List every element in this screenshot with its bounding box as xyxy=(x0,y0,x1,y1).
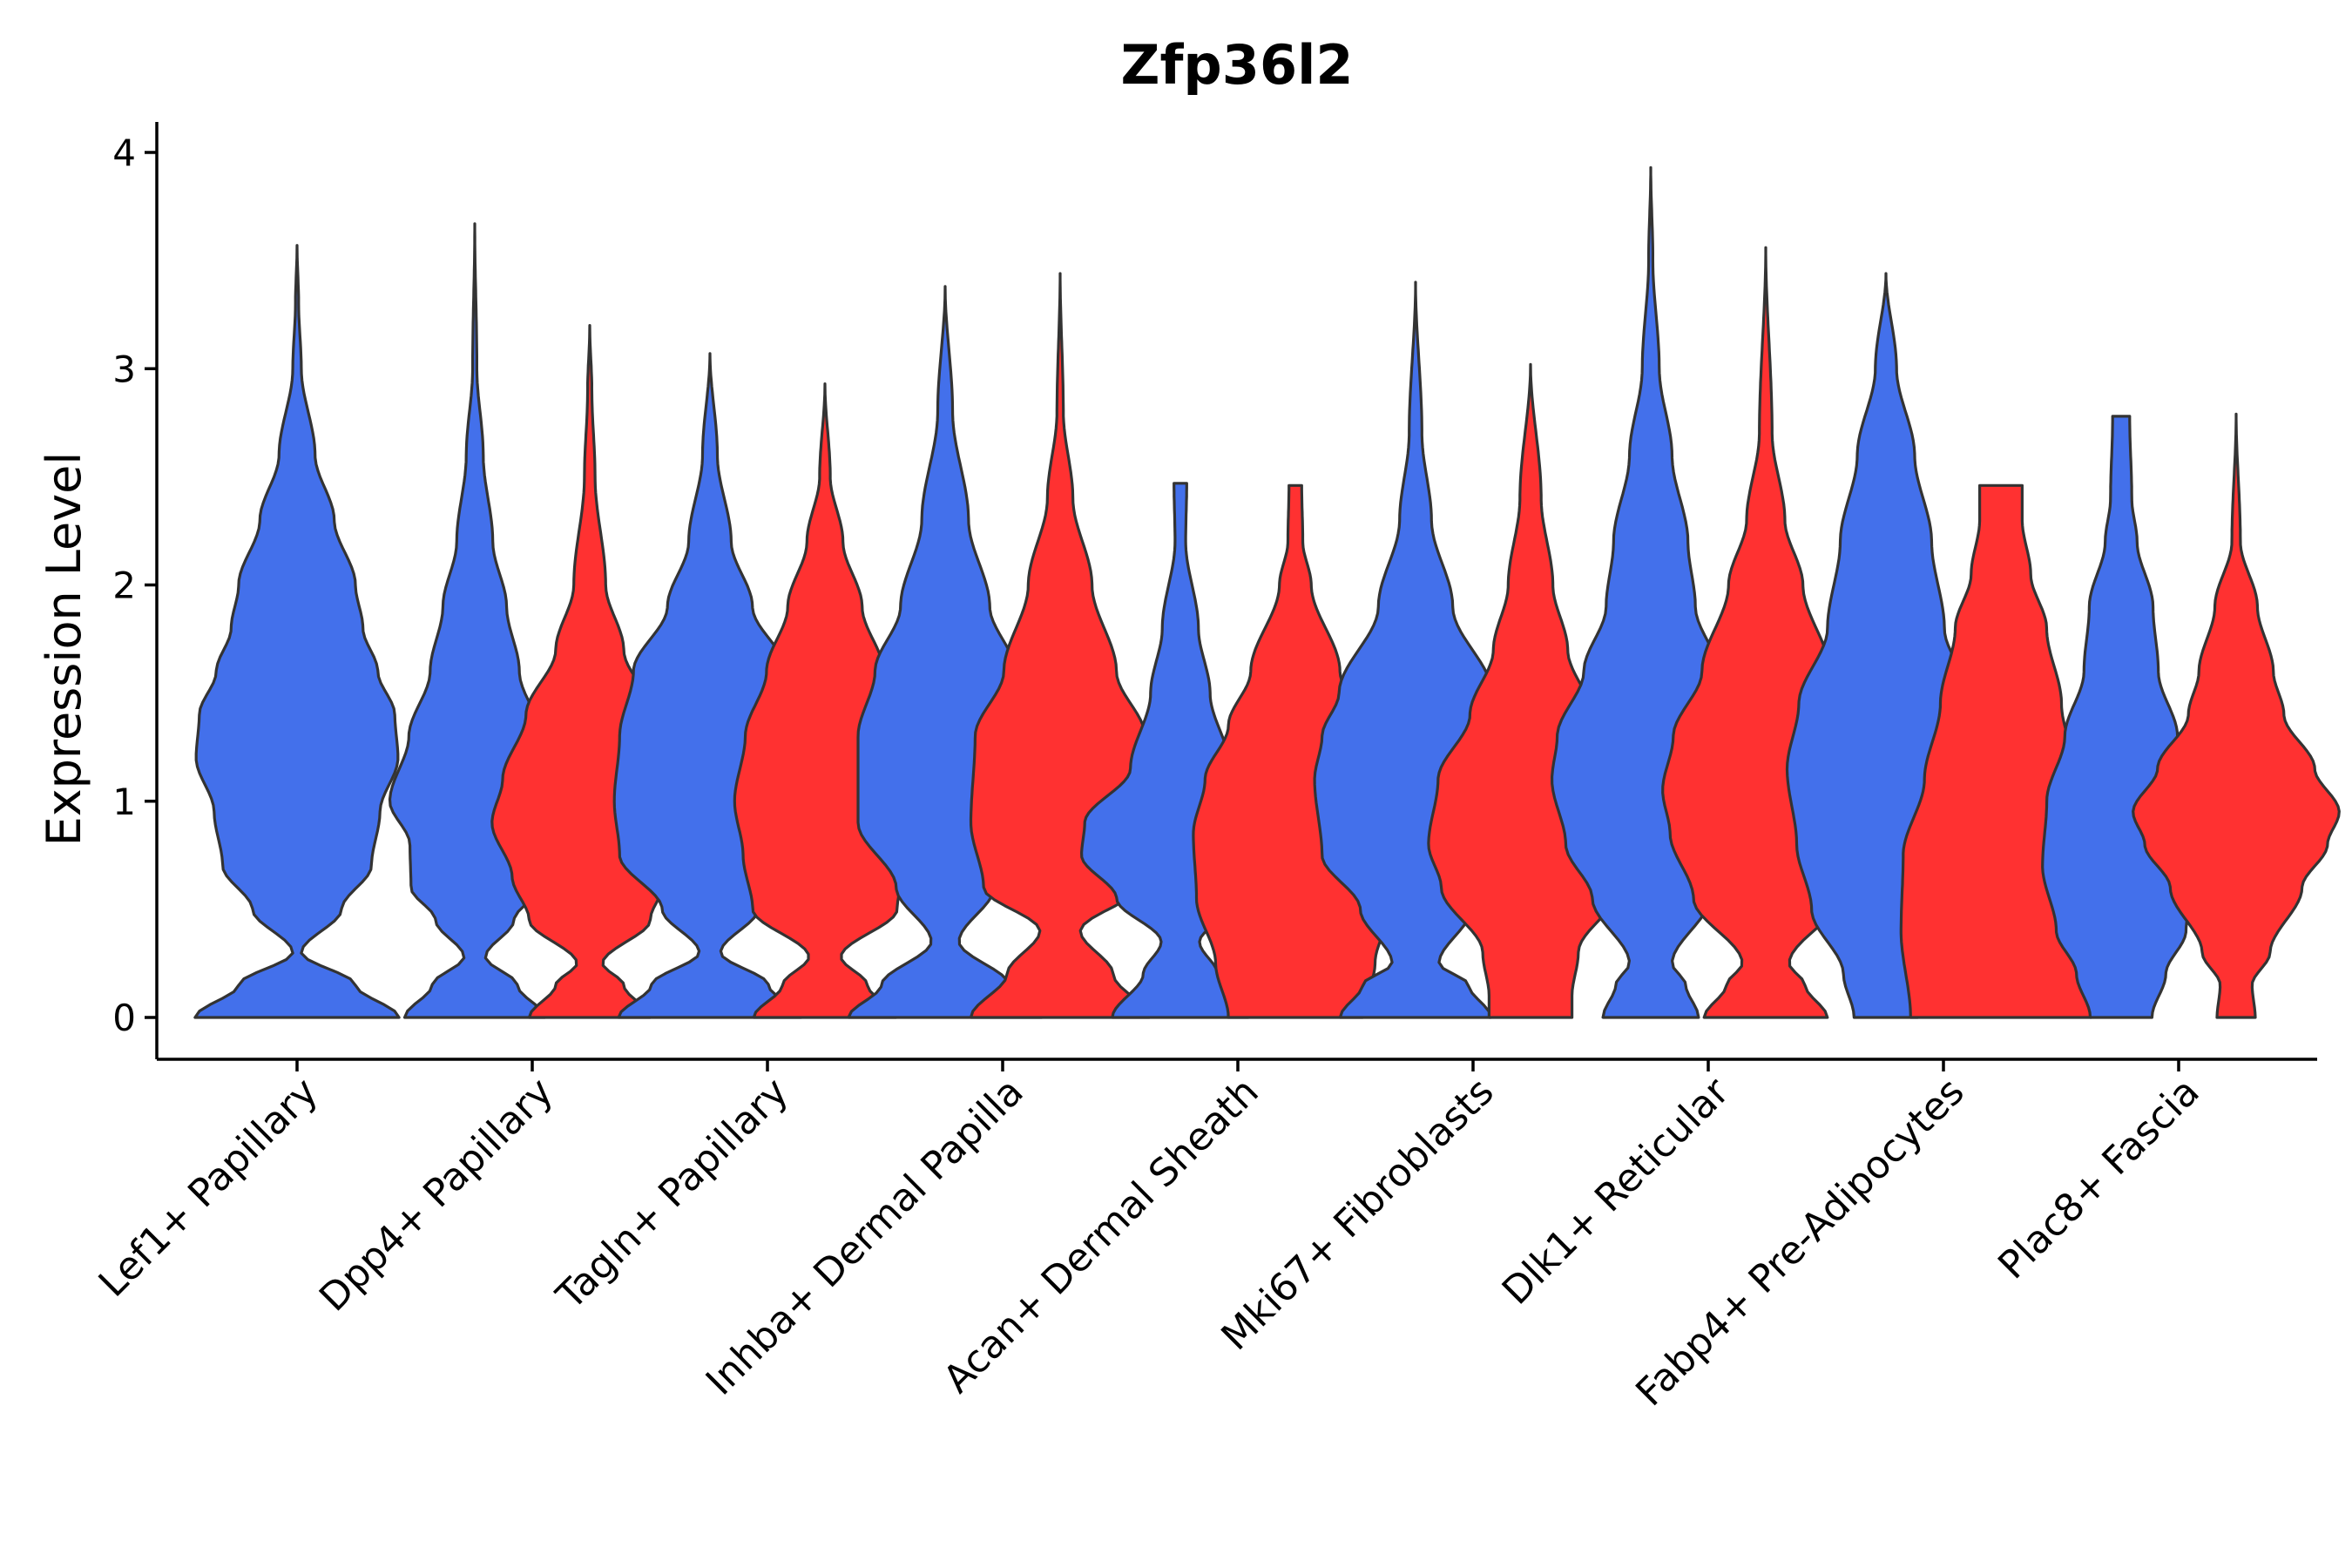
x-tick-label: Lef1+ Papillary xyxy=(91,1070,327,1306)
violin-9-group1 xyxy=(2041,415,2201,1019)
axes xyxy=(145,122,2317,1071)
y-tick-label: 1 xyxy=(112,781,136,823)
y-axis-label: Expression Level xyxy=(37,452,91,847)
x-tick-label: Dpp4+ Papillary xyxy=(311,1070,562,1321)
x-tick-label: Dlk1+ Reticular xyxy=(1494,1069,1739,1314)
violin-9-group2 xyxy=(2132,412,2341,1019)
violins xyxy=(193,166,2341,1019)
violin-1-group1 xyxy=(193,244,401,1019)
x-tick-label: Tagln+ Papillary xyxy=(548,1070,797,1319)
y-tick-label: 4 xyxy=(112,132,136,174)
y-tick-label: 3 xyxy=(112,348,136,390)
y-tick-label: 0 xyxy=(112,997,136,1039)
x-tick-label: Mki67+ Fibroblasts xyxy=(1213,1070,1502,1359)
x-tick-label: Plac8+ Fascia xyxy=(1990,1070,2208,1288)
chart-title: Zfp36l2 xyxy=(1121,33,1354,97)
y-tick-label: 2 xyxy=(112,564,136,607)
